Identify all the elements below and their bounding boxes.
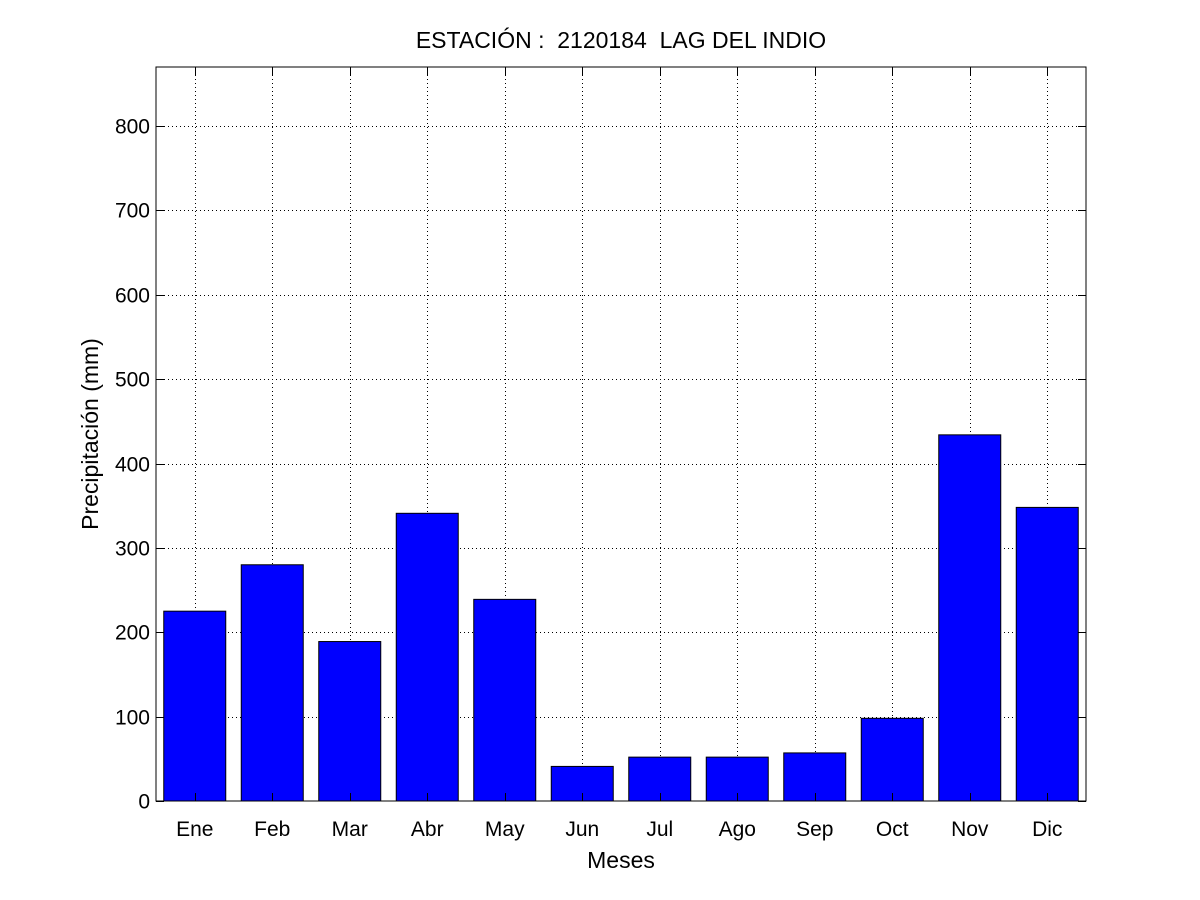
bar-sep	[783, 752, 847, 802]
bar-mar	[318, 641, 382, 802]
bars	[163, 434, 1079, 802]
chart-title: ESTACIÓN : 2120184 LAG DEL INDIO	[416, 27, 826, 53]
x-tick-label: Ene	[176, 818, 213, 841]
bar-nov	[938, 434, 1002, 802]
x-tick-label: Ago	[719, 818, 756, 841]
grid	[156, 67, 1086, 801]
x-axis-label: Meses	[587, 847, 655, 873]
x-tick-label: Mar	[332, 818, 368, 841]
bar-oct	[860, 717, 924, 802]
x-tick-label: Abr	[411, 818, 444, 841]
ticks: 0 100 200 300 400 500 600 700 800 Ene Feb Mar Abr May…	[115, 67, 1086, 841]
y-tick-label: 300	[115, 538, 150, 561]
y-tick-label: 100	[115, 707, 150, 730]
axes-box	[155, 66, 1087, 802]
y-tick-label: 200	[115, 622, 150, 645]
y-tick-label: 600	[115, 285, 150, 308]
bar-dic	[1015, 506, 1079, 802]
bar-abr	[395, 512, 459, 802]
y-tick-label: 700	[115, 200, 150, 223]
y-tick-label: 500	[115, 369, 150, 392]
plot-area	[156, 67, 1086, 801]
x-tick-label: Dic	[1032, 818, 1062, 841]
y-tick-label: 0	[138, 791, 150, 814]
bar-feb	[240, 564, 304, 802]
y-axis-label: Precipitación (mm)	[77, 338, 103, 530]
bar-jul	[628, 756, 692, 802]
x-tick-label: Jun	[565, 818, 599, 841]
x-tick-label: May	[485, 818, 525, 841]
x-tick-label: Oct	[876, 818, 909, 841]
x-tick-label: Jul	[646, 818, 673, 841]
bar-may	[473, 598, 537, 802]
y-tick-label: 400	[115, 454, 150, 477]
bar-ene	[163, 610, 227, 802]
x-tick-label: Feb	[254, 818, 290, 841]
y-tick-label: 800	[115, 116, 150, 139]
x-tick-label: Sep	[796, 818, 833, 841]
x-tick-label: Nov	[951, 818, 989, 841]
